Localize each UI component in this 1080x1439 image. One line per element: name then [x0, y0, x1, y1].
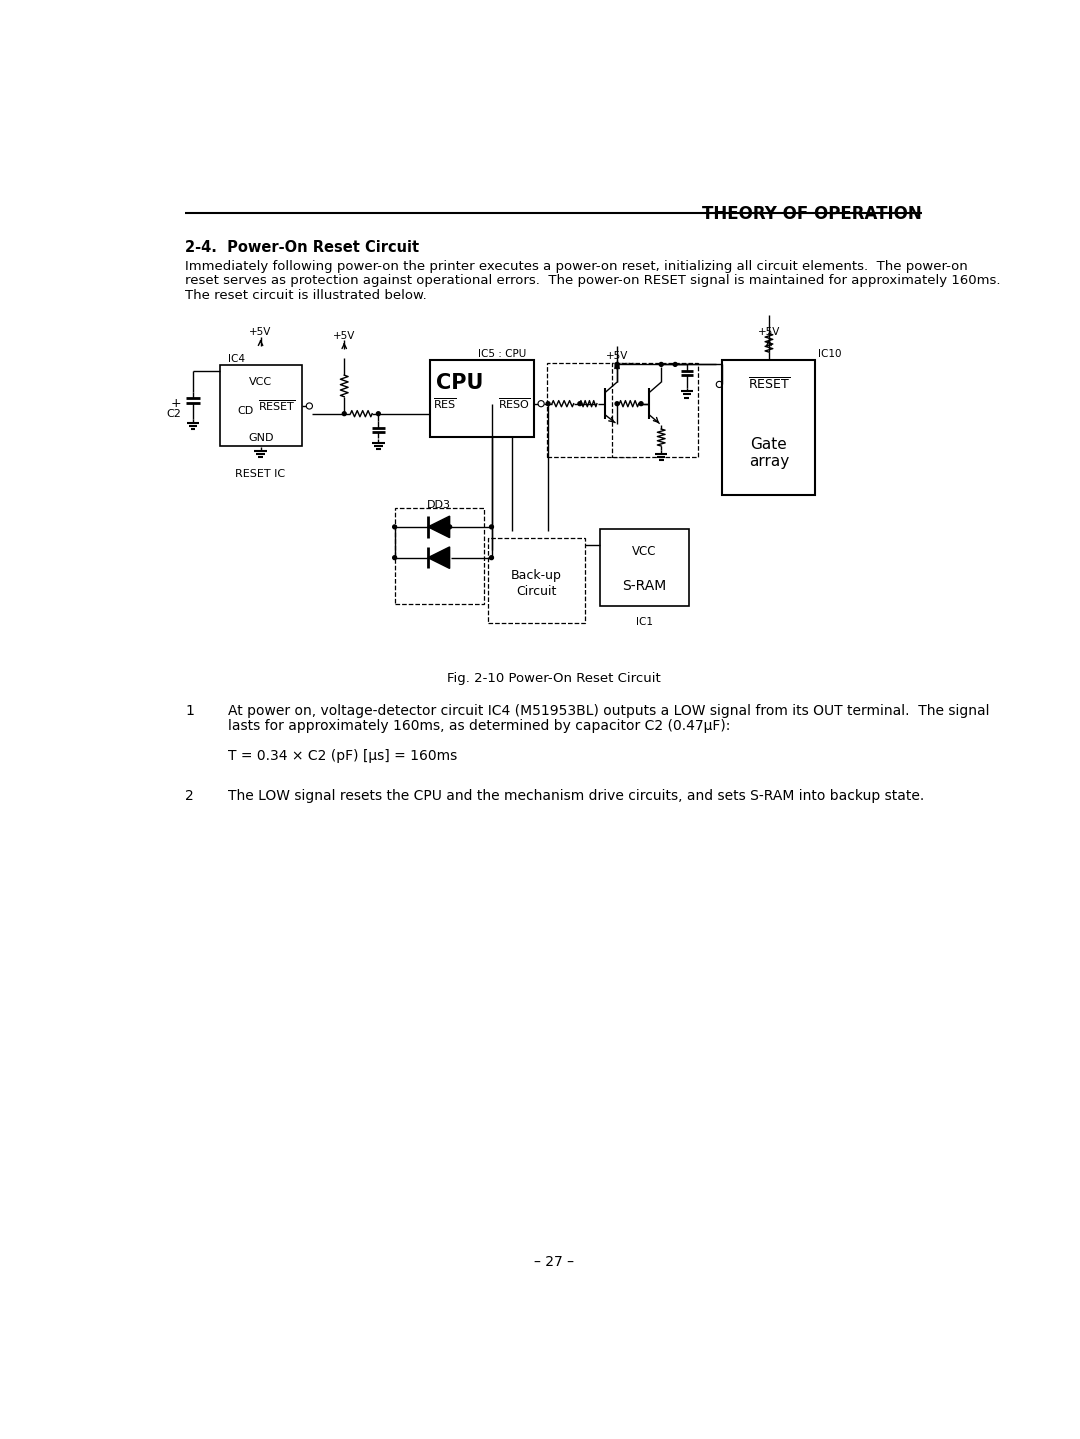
Circle shape [578, 401, 582, 406]
Circle shape [639, 401, 643, 406]
Text: GND: GND [248, 433, 273, 443]
Bar [220, 366, 301, 446]
Text: IC1: IC1 [636, 617, 653, 627]
Circle shape [393, 555, 396, 560]
Text: VCC: VCC [632, 544, 657, 557]
Text: Immediately following power-on the printer executes a power-on reset, initializi: Immediately following power-on the print… [186, 259, 968, 272]
Text: VCC: VCC [249, 377, 272, 387]
Circle shape [489, 525, 494, 528]
Text: DD3: DD3 [428, 499, 451, 509]
Text: IC4: IC4 [228, 354, 245, 364]
Text: Gate: Gate [751, 437, 787, 452]
Text: CD: CD [238, 406, 254, 416]
Text: $\overline{\rm RESET}$: $\overline{\rm RESET}$ [747, 377, 791, 393]
Text: +5V: +5V [606, 351, 629, 361]
Text: 1: 1 [186, 704, 194, 718]
Text: IC5 : CPU: IC5 : CPU [478, 350, 526, 358]
Text: lasts for approximately 160ms, as determined by capacitor C2 (0.47μF):: lasts for approximately 160ms, as determ… [228, 720, 730, 734]
Text: array: array [748, 453, 789, 469]
Text: 2: 2 [186, 789, 194, 803]
Text: reset serves as protection against operational errors.  The power-on RESET signa: reset serves as protection against opera… [186, 275, 1001, 288]
Bar [600, 530, 689, 606]
Text: +5V: +5V [249, 328, 272, 338]
Circle shape [673, 363, 677, 367]
Polygon shape [428, 517, 449, 538]
Bar [488, 538, 584, 623]
Text: $\overline{\rm RESET}$: $\overline{\rm RESET}$ [258, 399, 296, 413]
Bar [723, 360, 815, 495]
Circle shape [616, 401, 619, 406]
Text: Circuit: Circuit [516, 584, 556, 597]
Polygon shape [428, 547, 449, 568]
Circle shape [377, 412, 380, 416]
Text: +5V: +5V [758, 328, 780, 338]
Text: Fig. 2-10 Power-On Reset Circuit: Fig. 2-10 Power-On Reset Circuit [447, 672, 660, 685]
Text: T = 0.34 × C2 (pF) [μs] = 160ms: T = 0.34 × C2 (pF) [μs] = 160ms [228, 748, 457, 763]
Text: The LOW signal resets the CPU and the mechanism drive circuits, and sets S-RAM i: The LOW signal resets the CPU and the me… [228, 789, 924, 803]
Circle shape [659, 363, 663, 367]
Text: C2: C2 [166, 409, 181, 419]
Text: The reset circuit is illustrated below.: The reset circuit is illustrated below. [186, 289, 427, 302]
Text: At power on, voltage-detector circuit IC4 (M51953BL) outputs a LOW signal from i: At power on, voltage-detector circuit IC… [228, 704, 989, 718]
Text: CPU: CPU [435, 373, 483, 393]
Circle shape [546, 401, 550, 406]
Bar [394, 508, 484, 604]
Circle shape [489, 555, 494, 560]
Text: – 27 –: – 27 – [534, 1255, 573, 1269]
Text: +5V: +5V [333, 331, 355, 341]
Text: $\overline{\rm RES}$: $\overline{\rm RES}$ [433, 396, 457, 412]
Bar [430, 360, 535, 437]
Circle shape [616, 363, 619, 367]
Text: IC10: IC10 [818, 350, 841, 358]
Circle shape [393, 525, 396, 528]
Circle shape [616, 366, 619, 368]
Text: +: + [171, 397, 181, 410]
Circle shape [448, 525, 451, 528]
Circle shape [342, 412, 347, 416]
Text: THEORY OF OPERATION: THEORY OF OPERATION [702, 204, 921, 223]
Text: Back-up: Back-up [511, 570, 562, 583]
Bar [611, 363, 699, 456]
Text: RESET IC: RESET IC [235, 469, 285, 479]
Text: 2-4.  Power-On Reset Circuit: 2-4. Power-On Reset Circuit [186, 240, 419, 256]
Text: $\overline{\rm RESO}$: $\overline{\rm RESO}$ [498, 396, 530, 412]
Bar [548, 363, 634, 456]
Text: S-RAM: S-RAM [622, 580, 666, 593]
